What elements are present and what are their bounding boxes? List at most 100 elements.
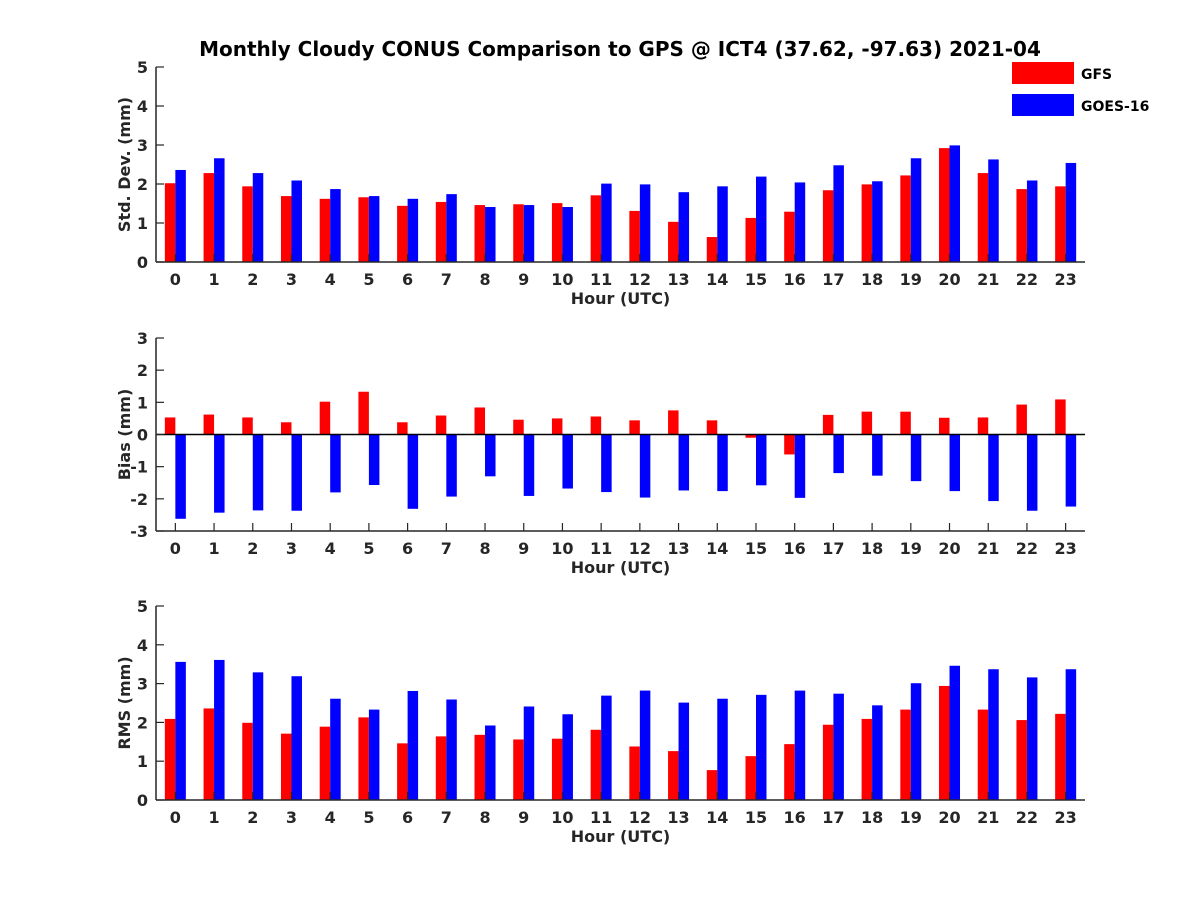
x-tick-label: 22 xyxy=(1016,539,1038,558)
x-axis-label: Hour (UTC) xyxy=(571,827,671,846)
x-tick-label: 17 xyxy=(822,539,844,558)
x-tick-label: 9 xyxy=(518,270,529,289)
bar-goes-16-hour-19 xyxy=(910,683,922,800)
x-tick-label: 2 xyxy=(247,539,258,558)
y-tick-label: 3 xyxy=(137,675,148,694)
x-tick-label: 23 xyxy=(1055,270,1077,289)
x-tick-label: 5 xyxy=(363,539,374,558)
bar-gfs-hour-11 xyxy=(590,729,602,800)
legend: GFS GOES-16 xyxy=(1012,62,1149,116)
x-tick-label: 15 xyxy=(745,270,767,289)
legend-label: GOES-16 xyxy=(1081,99,1149,115)
bar-goes-16-hour-3 xyxy=(291,434,302,511)
x-tick-label: 14 xyxy=(706,539,728,558)
bar-goes-16-hour-20 xyxy=(949,665,961,800)
x-tick-label: 22 xyxy=(1016,270,1038,289)
bar-gfs-hour-5 xyxy=(358,197,369,262)
x-tick-label: 12 xyxy=(629,270,651,289)
bar-gfs-hour-7 xyxy=(435,415,447,435)
x-tick-label: 3 xyxy=(286,808,297,827)
bar-goes-16-hour-17 xyxy=(833,693,844,800)
y-tick-label: 1 xyxy=(137,214,148,233)
bar-gfs-hour-23 xyxy=(1055,186,1066,262)
bar-goes-16-hour-15 xyxy=(755,176,767,262)
y-axis-label: Std. Dev. (mm) xyxy=(115,97,134,232)
legend-swatch xyxy=(1012,62,1074,84)
x-tick-label: 16 xyxy=(784,539,806,558)
x-tick-label: 19 xyxy=(900,539,922,558)
bar-gfs-hour-14 xyxy=(706,237,718,262)
bar-goes-16-hour-2 xyxy=(252,173,264,262)
y-tick-label: 4 xyxy=(137,636,148,655)
bar-gfs-hour-9 xyxy=(513,204,524,262)
x-tick-label: 5 xyxy=(363,808,374,827)
bar-gfs-hour-16 xyxy=(784,744,795,800)
bar-goes-16-hour-20 xyxy=(949,145,961,262)
x-tick-label: 9 xyxy=(518,539,529,558)
bar-gfs-hour-19 xyxy=(900,411,911,435)
bar-goes-16-hour-10 xyxy=(562,434,573,489)
x-tick-label: 21 xyxy=(977,539,999,558)
x-tick-label: 10 xyxy=(551,808,573,827)
bars xyxy=(164,391,1077,519)
x-tick-label: 20 xyxy=(938,270,960,289)
bar-gfs-hour-0 xyxy=(164,183,176,262)
bar-gfs-hour-2 xyxy=(242,417,253,435)
bar-goes-16-hour-1 xyxy=(214,158,225,262)
bar-goes-16-hour-14 xyxy=(717,434,728,492)
bar-gfs-hour-20 xyxy=(939,417,950,435)
x-tick-label: 14 xyxy=(706,808,728,827)
x-tick-label: 2 xyxy=(247,270,258,289)
x-tick-label: 16 xyxy=(784,808,806,827)
x-axis-label: Hour (UTC) xyxy=(571,558,671,577)
bar-gfs-hour-5 xyxy=(358,717,369,800)
bar-goes-16-hour-1 xyxy=(214,434,225,513)
x-axis-label: Hour (UTC) xyxy=(571,289,671,308)
bar-gfs-hour-7 xyxy=(435,201,447,262)
bar-goes-16-hour-8 xyxy=(485,725,496,800)
bar-goes-16-hour-6 xyxy=(407,690,419,800)
bar-gfs-hour-18 xyxy=(861,184,873,262)
bar-gfs-hour-2 xyxy=(242,186,253,262)
bar-gfs-hour-6 xyxy=(397,422,408,435)
x-tick-label: 13 xyxy=(667,808,689,827)
bar-goes-16-hour-13 xyxy=(678,702,690,800)
x-tick-label: 1 xyxy=(208,808,219,827)
bar-goes-16-hour-22 xyxy=(1026,677,1038,800)
x-tick-label: 13 xyxy=(667,270,689,289)
bar-goes-16-hour-11 xyxy=(601,695,612,800)
x-tick-label: 0 xyxy=(170,808,181,827)
x-tick-label: 20 xyxy=(938,808,960,827)
bar-gfs-hour-12 xyxy=(629,210,640,262)
x-tick-label: 23 xyxy=(1055,539,1077,558)
x-tick-label: 1 xyxy=(208,539,219,558)
bar-gfs-hour-9 xyxy=(513,419,524,435)
bar-gfs-hour-19 xyxy=(900,175,911,262)
bar-gfs-hour-20 xyxy=(939,148,950,262)
x-tick-label: 23 xyxy=(1055,808,1077,827)
bar-gfs-hour-21 xyxy=(977,417,989,435)
bar-gfs-hour-9 xyxy=(513,739,524,800)
bar-gfs-hour-4 xyxy=(319,726,331,800)
x-tick-label: 5 xyxy=(363,270,374,289)
x-tick-label: 0 xyxy=(170,539,181,558)
x-tick-label: 17 xyxy=(822,808,844,827)
bar-goes-16-hour-19 xyxy=(910,434,922,482)
x-tick-label: 3 xyxy=(286,539,297,558)
y-tick-label: 5 xyxy=(137,58,148,77)
bar-goes-16-hour-17 xyxy=(833,434,844,474)
bar-goes-16-hour-20 xyxy=(949,434,961,492)
bar-goes-16-hour-0 xyxy=(175,434,186,519)
bar-gfs-hour-19 xyxy=(900,709,911,800)
x-tick-label: 11 xyxy=(590,808,612,827)
x-tick-label: 15 xyxy=(745,539,767,558)
bars xyxy=(164,145,1077,262)
bar-gfs-hour-11 xyxy=(590,416,602,435)
y-tick-label: -3 xyxy=(130,522,148,541)
bar-gfs-hour-12 xyxy=(629,420,640,435)
chart-title: Monthly Cloudy CONUS Comparison to GPS @… xyxy=(199,37,1041,61)
bar-goes-16-hour-5 xyxy=(368,709,380,800)
bar-gfs-hour-17 xyxy=(822,190,834,262)
